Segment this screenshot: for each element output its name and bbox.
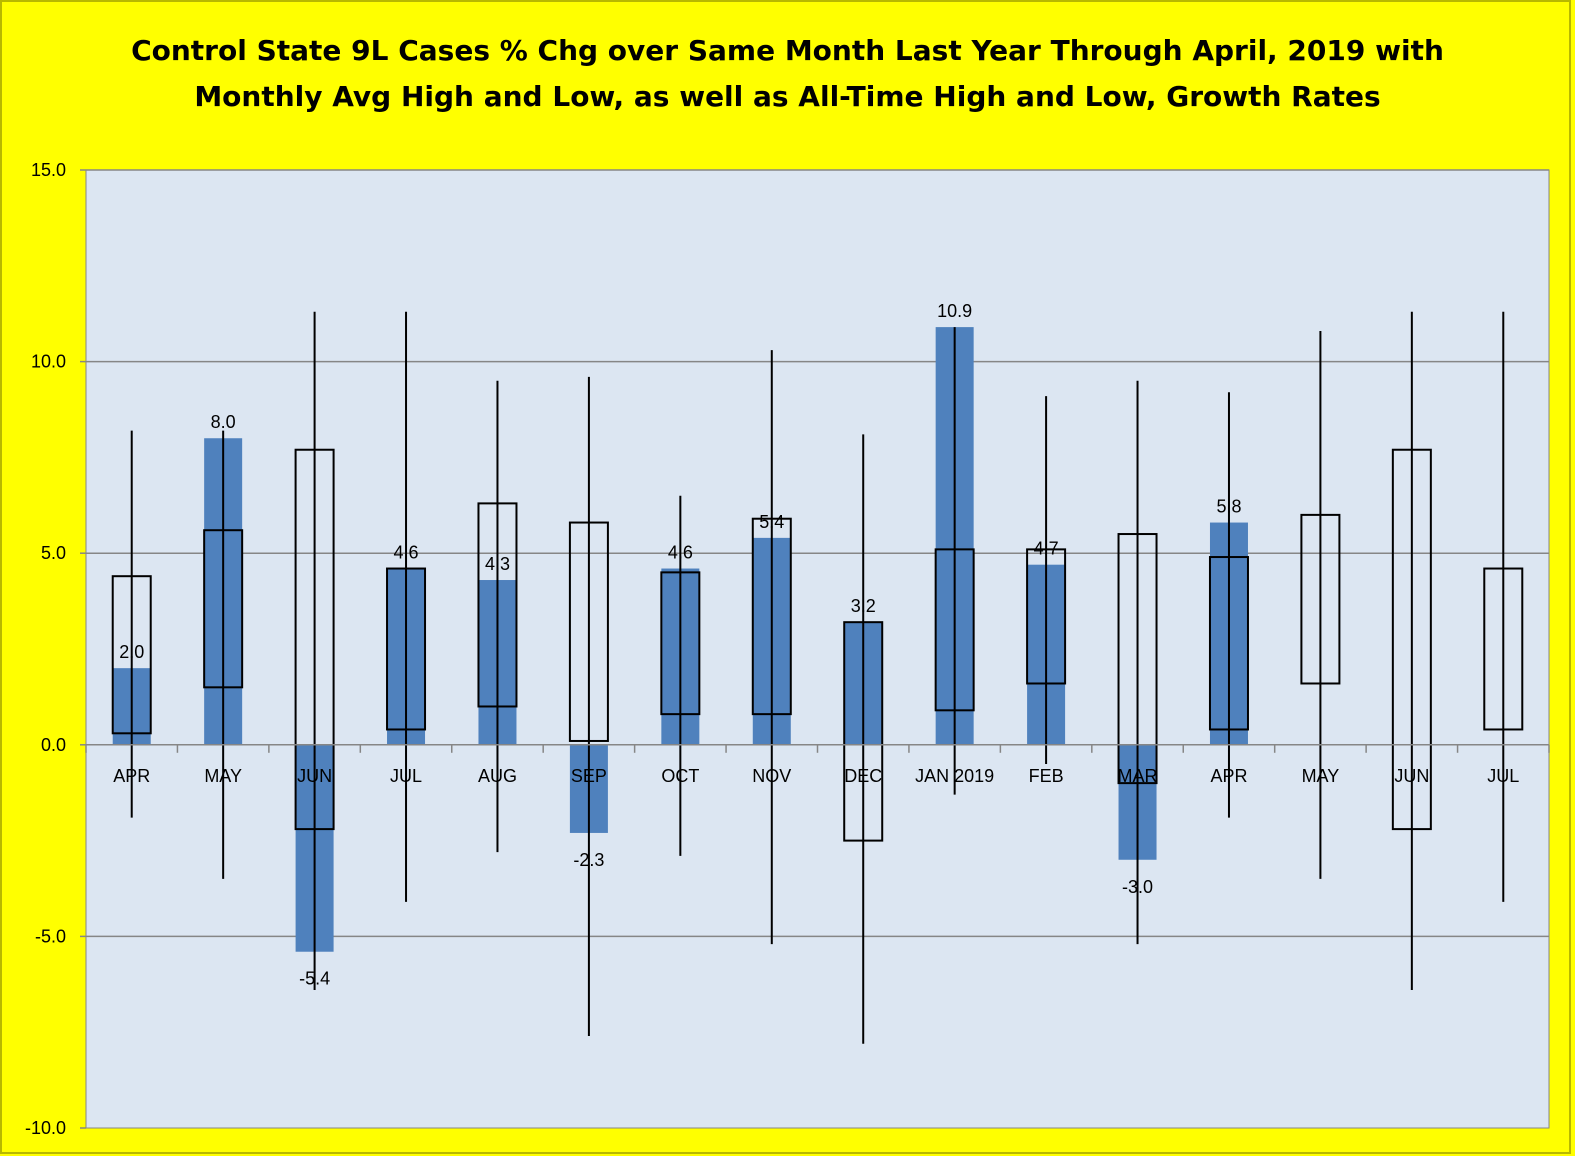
y-tick-label: 15.0 [31, 160, 66, 180]
data-label: 3.2 [851, 596, 876, 616]
x-tick-label: OCT [661, 766, 699, 786]
x-tick-label: SEP [571, 766, 607, 786]
y-axis-ticks: -10.0 -5.0 0.0 5.0 10.0 15.0 [25, 160, 86, 1138]
x-tick-label: MAY [204, 766, 242, 786]
x-tick-label: MAY [1302, 766, 1340, 786]
y-tick-label: 5.0 [41, 543, 66, 563]
y-tick-label: -10.0 [25, 1118, 66, 1138]
data-label: 4.6 [394, 543, 419, 563]
x-tick-label: JUL [1487, 766, 1519, 786]
data-label: 10.9 [937, 301, 972, 321]
x-tick-label: MAR [1118, 766, 1158, 786]
plot-area [85, 169, 1550, 1129]
x-tick-label: JUN [297, 766, 332, 786]
data-label: 5.4 [759, 512, 784, 532]
data-label: 4.6 [668, 543, 693, 563]
data-labels: 2.0 8.0 -5.4 4.6 4.3 -2.3 4.6 5.4 3.2 10.9 4.7 -3.0… [119, 301, 1241, 989]
y-tick-label: -5.0 [35, 926, 66, 946]
data-label: 4.7 [1034, 539, 1059, 559]
x-tick-label: JUL [390, 766, 422, 786]
data-label: 4.3 [485, 554, 510, 574]
y-tick-label: 10.0 [31, 352, 66, 372]
x-axis [85, 744, 1550, 753]
x-tick-label: JUN [1394, 766, 1429, 786]
x-tick-label: FEB [1029, 766, 1064, 786]
x-tick-label: APR [1210, 766, 1247, 786]
data-label: 8.0 [211, 412, 236, 432]
x-tick-label: DEC [844, 766, 882, 786]
all-time-range-lines [130, 311, 1505, 1044]
x-tick-label: AUG [478, 766, 517, 786]
x-axis-ticks: APR MAY JUN JUL AUG SEP OCT NOV DEC JAN 2019 FEB MA… [113, 766, 1519, 786]
chart-title-line-2: Monthly Avg High and Low, as well as All… [194, 80, 1381, 113]
data-label: 5.8 [1216, 497, 1241, 517]
y-tick-label: 0.0 [41, 735, 66, 755]
chart-title-line-1: Control State 9L Cases % Chg over Same M… [131, 34, 1444, 67]
data-label: 2.0 [119, 642, 144, 662]
x-tick-label: NOV [752, 766, 791, 786]
x-tick-label: APR [113, 766, 150, 786]
x-tick-label: JAN 2019 [915, 766, 994, 786]
data-label: -2.3 [573, 850, 604, 870]
data-label: -3.0 [1122, 877, 1153, 897]
chart-title: Control State 9L Cases % Chg over Same M… [0, 28, 1575, 120]
data-label: -5.4 [299, 969, 330, 989]
